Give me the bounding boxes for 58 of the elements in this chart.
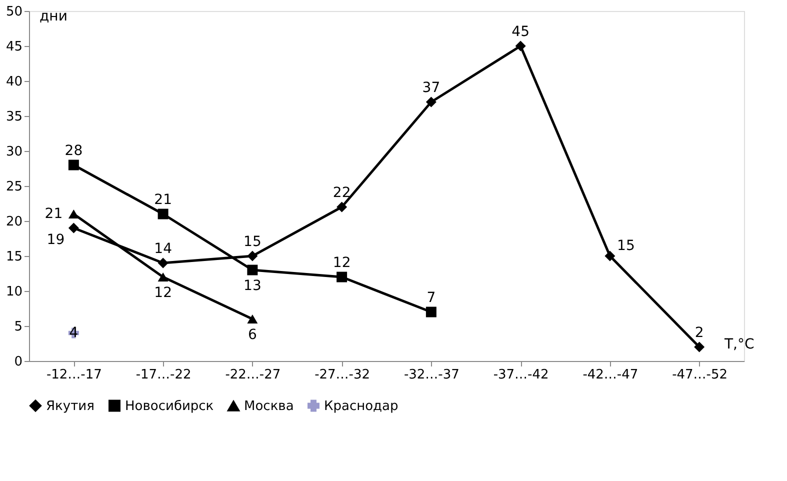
x-tick-label: -32…-37 [404, 368, 460, 382]
data-label: 13 [244, 278, 262, 294]
y-tick-label: 45 [6, 40, 22, 54]
y-tick-label: 20 [6, 214, 22, 230]
data-label: 2 [694, 325, 704, 341]
data-label: 15 [244, 234, 262, 250]
x-tick-label: -47…-52 [672, 368, 728, 382]
point [694, 342, 705, 352]
data-label: 28 [64, 143, 83, 159]
legend-label: Якутия [46, 398, 94, 414]
point [247, 314, 258, 324]
y-tick-label: 25 [6, 180, 22, 194]
x-axis-title: T,°C [724, 336, 754, 352]
point [515, 40, 526, 52]
data-label: 6 [248, 327, 257, 343]
y-tick-label: 10 [6, 284, 22, 300]
y-tick-label: 35 [6, 110, 22, 124]
data-label: 12 [154, 285, 172, 301]
point [336, 272, 348, 282]
x-tick-label: -37…-42 [493, 368, 549, 382]
point [68, 222, 79, 234]
x-tick-label: -17…-22 [136, 368, 192, 382]
y-tick-label: 50 [6, 4, 22, 20]
legend-label: Новосибирск [125, 398, 214, 414]
point [68, 160, 79, 170]
point [336, 202, 348, 212]
y-axis-title: дни [40, 8, 68, 24]
point [68, 209, 79, 219]
legend-label: Москва [244, 399, 294, 414]
data-label: 19 [46, 232, 65, 248]
data-label: 14 [154, 241, 172, 257]
x-tick-label: -12…-17 [46, 368, 102, 382]
data-label: 15 [617, 238, 635, 254]
point [426, 306, 436, 318]
y-tick-label: 0 [14, 354, 22, 370]
data-label: 4 [69, 325, 78, 341]
point [426, 96, 436, 108]
point [247, 264, 258, 276]
point [158, 208, 168, 220]
data-label: 45 [512, 24, 530, 40]
y-tick-label: 40 [6, 74, 22, 90]
legend-label: Краснодар [324, 398, 398, 414]
data-label: 22 [332, 185, 351, 201]
point [247, 250, 258, 262]
x-tick-label: -22…-27 [225, 368, 281, 382]
x-tick-label: -27…-32 [314, 368, 370, 382]
point [158, 258, 168, 268]
data-label: 37 [422, 80, 440, 96]
data-label: 21 [154, 192, 172, 208]
data-label: 21 [44, 206, 63, 222]
x-tick-label: -42…-47 [582, 368, 638, 382]
point [604, 250, 616, 262]
data-label: 7 [426, 290, 436, 306]
y-tick-label: 5 [14, 320, 22, 334]
y-tick-label: 30 [6, 144, 22, 160]
point [158, 272, 168, 282]
y-tick-label: 15 [6, 250, 22, 264]
data-label: 12 [332, 255, 351, 271]
